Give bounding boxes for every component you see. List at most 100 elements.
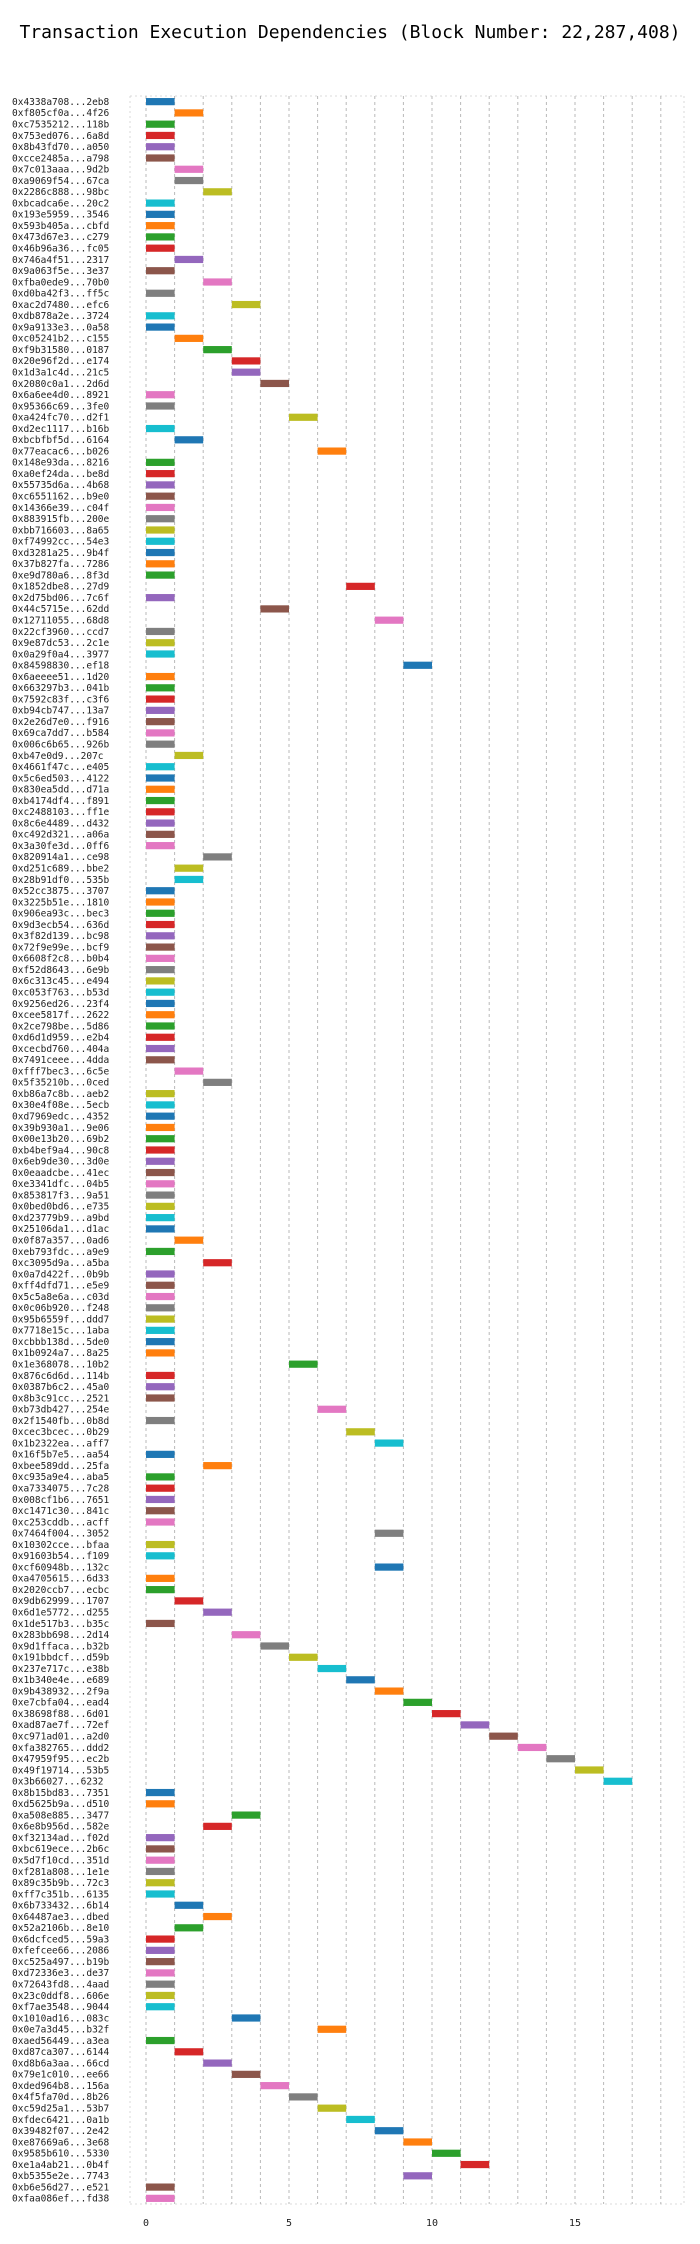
transaction-label: 0xcce2485a...a798 [12, 153, 110, 164]
transaction-label: 0xe3341dfc...04b5 [12, 1179, 109, 1190]
transaction-label: 0xc525a497...b19b [12, 1957, 110, 1968]
transaction-bar [146, 1315, 175, 1323]
transaction-bar [174, 334, 204, 342]
transaction-bar [146, 1044, 175, 1053]
transaction-label: 0xff4dfd71...e5e9 [12, 1281, 110, 1292]
transaction-bar [146, 1507, 175, 1515]
transaction-bar [146, 1371, 175, 1380]
transaction-bar [174, 1924, 204, 1932]
transaction-label: 0x8b3c91cc...2521 [12, 1393, 110, 1404]
transaction-label: 0xfff7bec3...6c5e [12, 1066, 110, 1077]
transaction-label: 0x5f35210b...0ced [12, 1078, 109, 1089]
transaction-label: 0xc2488103...ff1e [12, 807, 110, 818]
transaction-bar [146, 718, 175, 726]
transaction-label: 0xbcadca6e...20c2 [12, 198, 109, 209]
transaction-label: 0x28b91df0...535b [12, 875, 110, 886]
transaction-bar [146, 1011, 175, 1019]
transaction-bar [146, 1574, 175, 1582]
transaction-label: 0xc59d25a1...53b7 [12, 2103, 109, 2114]
transaction-bar [231, 2014, 261, 2022]
transaction-bar [174, 2048, 204, 2056]
transaction-label: 0x8b15bd83...7351 [12, 1788, 110, 1799]
transaction-label: 0xc1471c30...841c [12, 1506, 109, 1517]
transaction-bar [146, 819, 175, 827]
transaction-label: 0xa0ef24da...be8d [12, 469, 109, 480]
transaction-bar [146, 470, 175, 478]
transaction-bar [146, 210, 175, 218]
transaction-bar [174, 255, 204, 264]
transaction-bar [174, 1236, 204, 1244]
transaction-bar [146, 763, 175, 771]
transaction-label: 0xf9b31580...0187 [12, 345, 109, 356]
transaction-label: 0xb47e0d9...207c [12, 751, 104, 762]
transaction-label: 0x2f1540fb...0b8d [12, 1416, 109, 1427]
transaction-bar [146, 548, 175, 557]
transaction-bar [146, 706, 175, 714]
transaction-label: 0x148e93da...8216 [12, 458, 110, 469]
transaction-bar [146, 391, 175, 399]
transaction-bar [146, 1450, 175, 1458]
transaction-bar [174, 1067, 204, 1075]
transaction-bar [146, 695, 175, 703]
transaction-label: 0x3b66027...6232 [12, 1777, 104, 1788]
transaction-label: 0xfdec6421...0a1b [12, 2115, 110, 2126]
transaction-bar [174, 109, 204, 117]
transaction-bar [346, 2115, 375, 2124]
transaction-bar [146, 627, 175, 636]
transaction-bar [146, 458, 175, 466]
transaction-label: 0x4661f47c...e405 [12, 762, 109, 773]
transaction-label: 0x746a4f51...2317 [12, 255, 109, 266]
transaction-label: 0x9d3ecb54...636d [12, 920, 109, 931]
transaction-bar [374, 1563, 404, 1571]
transaction-label: 0x1b340e4e...e689 [12, 1675, 110, 1686]
transaction-label: 0x0bed0bd6...e735 [12, 1202, 109, 1213]
transaction-bar [317, 1405, 347, 1413]
transaction-label: 0x9585b610...5330 [12, 2149, 110, 2160]
transaction-label: 0x52a2106b...8e10 [12, 1923, 110, 1934]
transaction-bar [146, 1056, 175, 1064]
transaction-label: 0x89c35b9b...72c3 [12, 1878, 109, 1889]
transaction-bar [146, 1349, 175, 1357]
transaction-label: 0xb86a7c8b...aeb2 [12, 1089, 109, 1100]
transaction-label: 0x9db62999...1707 [12, 1596, 109, 1607]
transaction-bar [146, 233, 175, 241]
transaction-bar [146, 526, 175, 534]
transaction-label: 0x2d75bd06...7c6f [12, 593, 109, 604]
transaction-bar [146, 1856, 175, 1864]
transaction-bar [146, 98, 175, 106]
transaction-bar [403, 2172, 432, 2180]
transaction-label: 0x6a6ee4d0...8921 [12, 390, 110, 401]
transaction-bar [146, 1867, 175, 1876]
transaction-bar [374, 1439, 404, 1447]
transaction-label: 0x79e1c010...ee66 [12, 2070, 110, 2081]
transaction-bar [146, 650, 175, 658]
transaction-bar [346, 1676, 375, 1684]
transaction-bar [174, 1597, 204, 1605]
transaction-label: 0x006c6b65...926b [12, 739, 110, 750]
transaction-label: 0xfaa086ef...fd38 [12, 2194, 110, 2205]
transaction-label: 0x0a7d422f...0b9b [12, 1269, 110, 1280]
transaction-label: 0xbc619ece...2b6c [12, 1844, 109, 1855]
transaction-label: 0x9d1ffaca...b32b [12, 1641, 110, 1652]
transaction-bar [203, 853, 232, 861]
transaction-bar [146, 515, 175, 523]
transaction-label: 0xfefcee66...2086 [12, 1946, 110, 1957]
transaction-label: 0x6d1e5772...d255 [12, 1607, 109, 1618]
transaction-bar [203, 1822, 232, 1830]
transaction-label: 0x820914a1...ce98 [12, 852, 110, 863]
transaction-bar [146, 785, 175, 793]
transaction-label: 0x3a30fe3d...0ff6 [12, 841, 110, 852]
transaction-label: 0x6dcfced5...59a3 [12, 1934, 109, 1945]
transaction-label: 0xaed56449...a3ea [12, 2036, 109, 2047]
transaction-label: 0xb94cb747...13a7 [12, 706, 109, 717]
transaction-label: 0xbee589dd...25fa [12, 1461, 109, 1472]
transaction-bar [460, 1721, 490, 1729]
transaction-label: 0x0a29f0a4...3977 [12, 649, 109, 660]
transaction-label: 0xf52d8643...6e9b [12, 965, 110, 976]
transaction-bar [146, 1090, 175, 1098]
transaction-bar [146, 424, 175, 433]
transaction-label: 0x25106da1...d1ac [12, 1224, 109, 1235]
transaction-label: 0xc3095d9a...a5ba [12, 1258, 109, 1269]
transaction-bar [174, 165, 204, 173]
transaction-bar [231, 2070, 261, 2078]
